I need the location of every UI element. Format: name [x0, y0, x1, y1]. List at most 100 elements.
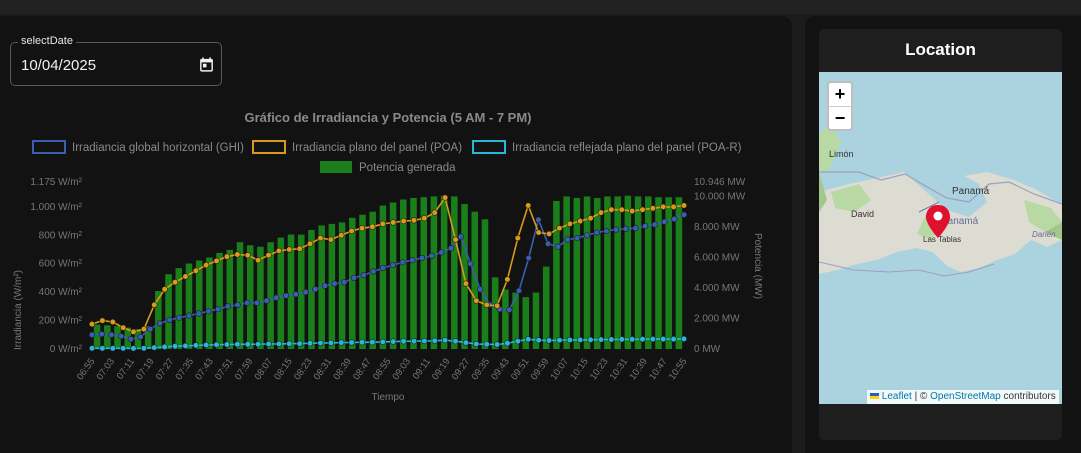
data-point — [307, 340, 314, 347]
legend-label: Irradiancia reflejada plano del panel (P… — [512, 142, 742, 154]
map[interactable]: Limón David Panamá Panamá Las Tablas Dar… — [819, 72, 1062, 404]
map-label-las-tablas: Las Tablas — [923, 235, 961, 244]
data-point — [628, 336, 636, 343]
data-point — [421, 215, 428, 222]
y-axis-label: Irradiancia (W/m²) — [13, 270, 24, 350]
date-input-label: selectDate — [18, 35, 76, 47]
legend-swatch — [472, 140, 506, 154]
y-tick-label: 600 W/m² — [39, 259, 83, 270]
power-bar — [655, 197, 662, 349]
data-point — [566, 336, 573, 344]
leaflet-flag-icon — [870, 393, 879, 400]
power-bar — [226, 249, 234, 349]
data-point — [442, 194, 449, 201]
zoom-in-button[interactable]: + — [829, 83, 851, 107]
data-point — [296, 245, 303, 252]
data-point — [263, 297, 270, 304]
power-bar — [246, 245, 254, 349]
data-point — [554, 243, 561, 250]
data-point — [244, 341, 251, 348]
power-bar — [593, 197, 601, 349]
data-point — [265, 252, 272, 259]
y2-tick-label: 4.000 MW — [694, 283, 740, 294]
leaflet-link[interactable]: Leaflet — [881, 391, 912, 402]
series-line — [92, 338, 685, 350]
data-point — [327, 339, 335, 346]
power-bar — [532, 292, 540, 349]
data-point — [215, 306, 222, 313]
power-bar — [583, 196, 591, 349]
data-point — [597, 209, 605, 216]
power-bar — [287, 234, 295, 349]
data-point — [597, 336, 605, 343]
x-tick-label: 09:43 — [489, 356, 512, 382]
data-point — [390, 338, 397, 345]
data-point — [514, 338, 521, 345]
data-point — [639, 336, 646, 343]
data-point — [660, 336, 667, 343]
data-point — [556, 337, 563, 344]
data-point — [390, 219, 397, 226]
data-point — [418, 254, 426, 262]
power-bar — [634, 196, 642, 349]
data-point — [137, 333, 144, 340]
date-input[interactable] — [10, 42, 222, 86]
data-point — [462, 339, 470, 346]
date-input-value[interactable]: 10/04/2025 — [21, 57, 97, 74]
zoom-out-button[interactable]: − — [834, 108, 846, 128]
data-point — [88, 331, 96, 338]
data-point — [369, 223, 376, 230]
data-point — [223, 253, 231, 260]
power-bar — [195, 260, 203, 349]
data-point — [566, 220, 573, 227]
x-tick-label: 10:23 — [588, 356, 611, 382]
data-point — [467, 260, 474, 267]
power-bar — [144, 326, 152, 349]
power-bar — [349, 217, 356, 349]
data-point — [576, 217, 584, 225]
data-point — [452, 236, 459, 243]
power-bar — [93, 324, 101, 349]
x-tick-label: 10:55 — [667, 356, 690, 382]
power-bar — [553, 201, 560, 349]
map-label-limon: Limón — [829, 149, 854, 159]
attribution-contributors: contributors — [1003, 391, 1056, 402]
data-point — [244, 299, 251, 306]
y-tick-label: 200 W/m² — [39, 316, 83, 327]
data-point — [244, 252, 251, 259]
calendar-icon[interactable] — [198, 56, 215, 73]
data-point — [504, 276, 511, 283]
data-point — [172, 279, 179, 286]
data-point — [642, 222, 649, 230]
y2-tick-label: 2.000 MW — [694, 313, 740, 324]
legend-swatch — [252, 140, 286, 154]
map-marker-icon[interactable] — [926, 205, 950, 238]
power-bar — [185, 263, 193, 349]
data-point — [151, 344, 158, 351]
data-point — [205, 308, 212, 315]
x-tick-label: 09:19 — [430, 356, 453, 382]
data-point — [506, 306, 513, 313]
power-bar — [155, 291, 162, 349]
data-point — [296, 340, 303, 347]
power-bar — [297, 234, 305, 349]
data-point — [670, 336, 677, 343]
power-bar — [471, 211, 479, 349]
data-point — [172, 343, 179, 350]
data-point — [88, 321, 96, 328]
x-tick-label: 09:51 — [509, 356, 532, 382]
data-point — [312, 286, 319, 293]
data-point — [494, 302, 501, 309]
data-point — [410, 338, 418, 345]
x-tick-label: 07:51 — [213, 356, 236, 382]
power-bar — [542, 266, 550, 349]
data-point — [473, 297, 480, 304]
data-point — [680, 202, 688, 209]
map-label-david: David — [851, 209, 874, 219]
x-tick-label: 10:39 — [627, 356, 650, 382]
data-point — [108, 331, 115, 338]
chart-title: Gráfico de Irradiancia y Potencia (5 AM … — [244, 110, 531, 125]
osm-link[interactable]: OpenStreetMap — [930, 391, 1001, 402]
data-point — [317, 339, 324, 347]
x-tick-label: 07:43 — [193, 356, 216, 382]
